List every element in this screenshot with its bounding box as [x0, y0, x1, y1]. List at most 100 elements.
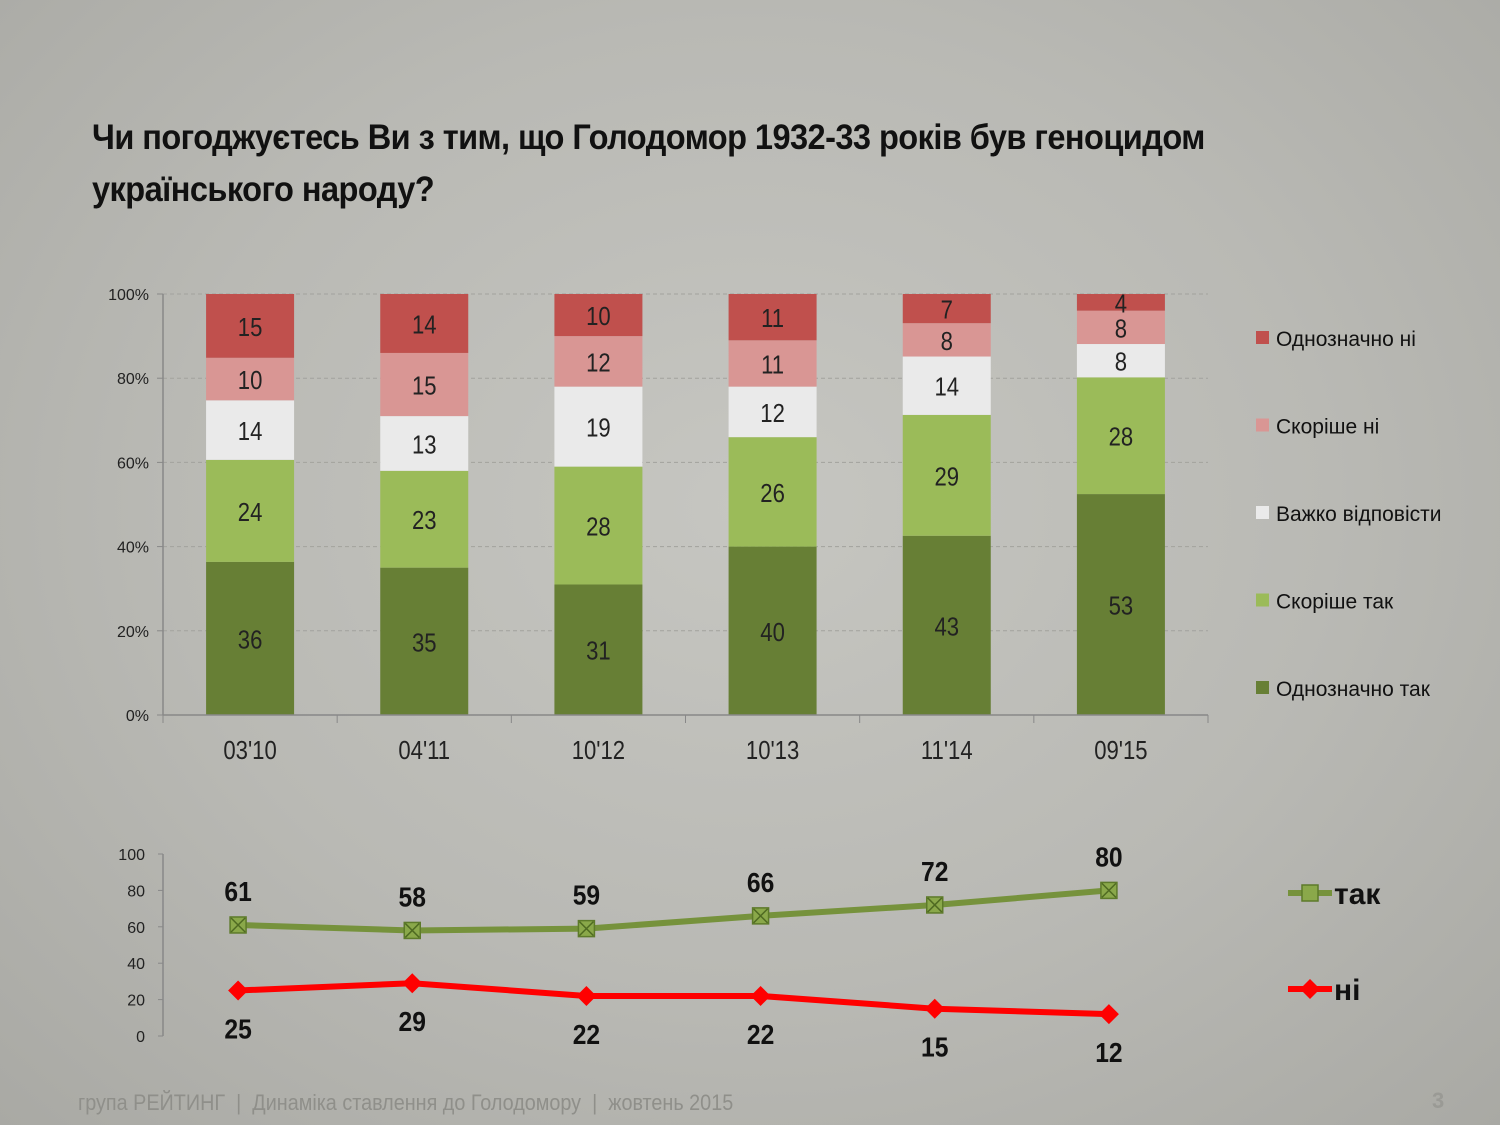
point-marker — [750, 985, 771, 1006]
point-marker — [1098, 1004, 1119, 1025]
legend-swatch — [1256, 506, 1269, 519]
point-marker — [403, 921, 421, 940]
legend-label: Однозначно ні — [1276, 328, 1416, 351]
point-marker — [576, 985, 597, 1006]
bar-segment — [380, 294, 469, 353]
data-label: 26 — [760, 479, 785, 508]
data-label: 19 — [586, 414, 611, 443]
y-tick-label: 80 — [127, 883, 145, 900]
bar-segment — [554, 386, 643, 467]
bar-segment — [554, 584, 643, 715]
data-label: 29 — [399, 1006, 426, 1038]
bar-segment — [728, 340, 817, 387]
legend-marker — [1300, 979, 1320, 999]
bar-segment — [728, 386, 817, 438]
data-label: 10 — [238, 366, 263, 395]
x-tick-label: 11'14 — [921, 736, 973, 765]
bar-segment — [554, 466, 643, 585]
data-label: 29 — [934, 463, 959, 492]
page-number: 3 — [1432, 1088, 1445, 1113]
data-label: 14 — [238, 417, 263, 446]
legend-label: так — [1334, 878, 1381, 911]
y-tick-label: 20% — [117, 624, 149, 641]
data-label: 15 — [412, 372, 437, 401]
marker-cross — [1101, 882, 1117, 898]
bar-segment — [902, 323, 991, 357]
data-label: 28 — [1109, 423, 1134, 452]
data-label: 8 — [941, 327, 953, 356]
data-label: 53 — [1109, 592, 1134, 621]
data-label: 58 — [399, 881, 426, 913]
point-marker — [751, 907, 770, 925]
y-tick-label: 0 — [136, 1029, 145, 1046]
y-tick-label: 0% — [126, 708, 149, 725]
point-marker — [402, 973, 423, 994]
marker-cross — [927, 897, 943, 913]
bar-segment — [1076, 494, 1165, 715]
data-label: 12 — [760, 399, 785, 428]
data-label: 15 — [921, 1031, 948, 1063]
legend-item: ні — [1288, 974, 1360, 1007]
bar-segment — [728, 546, 817, 715]
data-label: 43 — [934, 613, 959, 642]
data-label: 7 — [941, 296, 953, 325]
bar-segment — [902, 535, 991, 715]
point-marker — [1100, 881, 1118, 900]
data-label: 72 — [921, 855, 948, 887]
point-marker — [229, 916, 247, 934]
marker-cross — [753, 908, 769, 924]
point-marker — [228, 980, 249, 1001]
data-label: 28 — [586, 513, 611, 542]
bar-segment — [380, 470, 469, 568]
data-label: 35 — [412, 629, 437, 658]
y-tick-label: 100 — [118, 847, 145, 864]
bar-segment — [554, 336, 643, 387]
bar-segment — [206, 561, 295, 715]
legend-marker — [1301, 884, 1319, 902]
data-label: 59 — [573, 879, 600, 911]
data-label: 11 — [761, 351, 784, 380]
data-label: 24 — [238, 498, 263, 527]
data-label: 23 — [412, 507, 437, 536]
marker-cross — [578, 921, 594, 937]
bar-segment — [728, 437, 817, 547]
data-label: 14 — [934, 373, 959, 402]
data-label: 8 — [1115, 348, 1127, 377]
data-label: 61 — [224, 875, 251, 907]
bar-segment — [1076, 344, 1165, 378]
bar-segment — [728, 294, 817, 341]
data-label: 10 — [586, 302, 611, 331]
legend-swatch — [1256, 681, 1269, 694]
data-label: 14 — [412, 311, 437, 340]
bar-segment — [206, 400, 295, 460]
x-tick-label: 03'10 — [223, 736, 276, 765]
x-tick-label: 09'15 — [1094, 736, 1147, 765]
series-line — [237, 887, 1110, 934]
data-label: 40 — [760, 618, 785, 647]
x-tick-label: 10'13 — [746, 736, 799, 765]
data-label: 22 — [747, 1018, 774, 1050]
y-tick-label: 100% — [108, 287, 149, 304]
marker-cross — [230, 917, 246, 933]
bar-segment — [554, 294, 643, 337]
data-label: 36 — [238, 626, 263, 655]
bar-segment — [1076, 294, 1165, 311]
bar-segment — [206, 357, 295, 401]
bar-segment — [1076, 377, 1165, 495]
bar-segment — [206, 459, 295, 562]
bar-segment — [902, 294, 991, 324]
data-label: 11 — [761, 305, 784, 334]
legend-item: так — [1288, 878, 1381, 911]
legend-swatch — [1256, 331, 1269, 344]
legend-swatch — [1256, 418, 1269, 432]
legend-swatch — [1256, 593, 1269, 607]
stacked-bar-chart: 0% 20% 40% 60% 80% 100% 36 24 14 10 15 03'10 35 23 13 1… — [108, 287, 1441, 765]
y-tick-label: 40% — [117, 540, 149, 557]
y-tick-label: 40 — [127, 956, 145, 973]
data-label: 8 — [1115, 315, 1127, 344]
data-label: 12 — [586, 349, 611, 378]
bar-segment — [380, 352, 469, 417]
data-label: 31 — [586, 637, 611, 666]
bar-segment — [902, 356, 991, 415]
y-tick-label: 80% — [117, 371, 149, 388]
